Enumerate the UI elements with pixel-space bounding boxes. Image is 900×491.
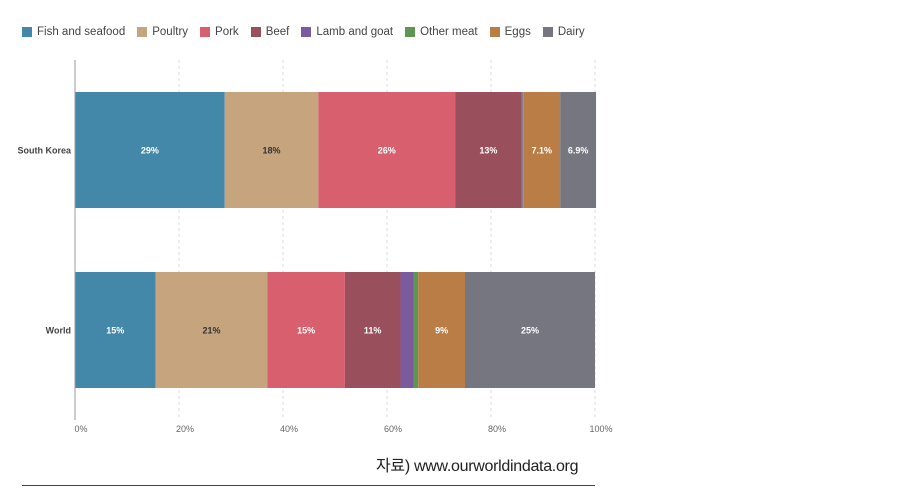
x-tick-label: 0% (74, 424, 87, 434)
legend-swatch (200, 27, 211, 37)
legend-label: Poultry (152, 26, 189, 38)
bar-world-dairy[interactable] (465, 272, 595, 388)
legend-label: Pork (215, 26, 239, 38)
legend-item-eggs[interactable]: Eggs (489, 26, 531, 38)
legend-swatch (301, 27, 312, 37)
legend-item-other-meat[interactable]: Other meat (405, 26, 478, 38)
data-label: 18% (263, 146, 281, 156)
bar-world-other-meat[interactable] (413, 272, 419, 388)
legend-swatch (22, 27, 32, 37)
bar-south-korea-lamb-and-goat[interactable] (521, 92, 523, 208)
legend-item-dairy[interactable]: Dairy (542, 26, 585, 38)
data-label: 21% (202, 326, 220, 336)
data-label: 15% (297, 326, 315, 336)
x-tick-label: 20% (176, 424, 194, 434)
bottom-divider (22, 485, 595, 486)
data-label: 9% (435, 326, 448, 336)
data-label: 7.1% (531, 146, 552, 156)
category-label-world: World (46, 326, 71, 336)
bar-south-korea-fish-and-seafood[interactable] (75, 92, 225, 208)
legend-item-lamb-and-goat[interactable]: Lamb and goat (301, 26, 393, 38)
x-tick-label: 60% (384, 424, 402, 434)
data-label: 26% (378, 146, 396, 156)
data-label: 6.9% (568, 146, 589, 156)
category-label-south-korea: South Korea (17, 146, 71, 156)
legend-swatch (405, 27, 416, 37)
data-label: 25% (521, 326, 539, 336)
legend-swatch (542, 27, 553, 37)
legend-label: Beef (265, 26, 290, 38)
x-tick-label: 40% (280, 424, 298, 434)
legend-label: Fish and seafood (37, 26, 126, 38)
bar-world-eggs[interactable] (418, 272, 465, 388)
legend-label: Other meat (420, 26, 478, 38)
source-caption: 자료) www.ourworldindata.org (376, 458, 579, 475)
data-label: 11% (364, 326, 382, 336)
legend-item-poultry[interactable]: Poultry (137, 26, 188, 38)
data-label: 29% (141, 146, 159, 156)
legend-swatch (489, 27, 500, 37)
bar-south-korea-eggs[interactable] (523, 92, 561, 208)
bar-world-pork[interactable] (267, 272, 345, 388)
bar-south-korea-dairy[interactable] (560, 92, 597, 208)
bar-world-poultry[interactable] (155, 272, 268, 388)
x-tick-label: 80% (488, 424, 506, 434)
legend-label: Dairy (557, 26, 585, 38)
legend-swatch (250, 27, 261, 37)
legend-swatch (137, 27, 148, 37)
legend-item-beef[interactable]: Beef (250, 26, 290, 38)
bar-south-korea-beef[interactable] (455, 92, 522, 208)
legend-item-pork[interactable]: Pork (200, 26, 239, 38)
bar-south-korea-poultry[interactable] (224, 92, 319, 208)
x-tick-label: 100% (589, 424, 612, 434)
bar-world-beef[interactable] (344, 272, 401, 388)
data-label: 15% (106, 326, 124, 336)
legend-item-fish-and-seafood[interactable]: Fish and seafood (22, 26, 125, 38)
legend: Fish and seafood Poultry Pork Beef Lamb and … (22, 22, 585, 42)
legend-label: Eggs (504, 26, 531, 38)
data-label: 13% (479, 146, 497, 156)
legend-label: Lamb and goat (316, 26, 394, 38)
bar-world-fish-and-seafood[interactable] (75, 272, 156, 388)
bar-world-lamb-and-goat[interactable] (400, 272, 414, 388)
bar-south-korea-other-meat[interactable] (522, 92, 524, 208)
bar-south-korea-pork[interactable] (318, 92, 456, 208)
